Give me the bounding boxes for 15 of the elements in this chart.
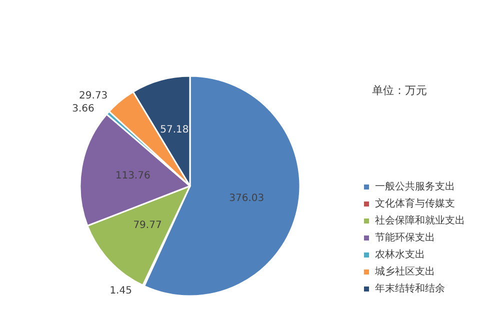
legend-label: 文化体育与传媒支 <box>375 198 455 210</box>
legend-label: 一般公共服务支出 <box>375 180 455 192</box>
legend-label: 社会保障和就业支出 <box>375 214 465 226</box>
data-label: 3.66 <box>72 103 94 114</box>
legend-label: 城乡社区支出 <box>374 266 435 278</box>
legend-label: 农林水支出 <box>375 248 425 260</box>
legend-label: 年末结转和结余 <box>375 282 445 294</box>
legend-label: 节能环保支出 <box>375 232 435 244</box>
data-label: 113.76 <box>115 170 150 182</box>
data-label: 1.45 <box>110 286 132 297</box>
data-label: 376.03 <box>229 192 264 204</box>
data-label: 29.73 <box>79 90 108 102</box>
data-label: 57.18 <box>160 124 189 136</box>
text: 单位：万元 <box>372 84 427 97</box>
data-label: 79.77 <box>133 220 162 231</box>
